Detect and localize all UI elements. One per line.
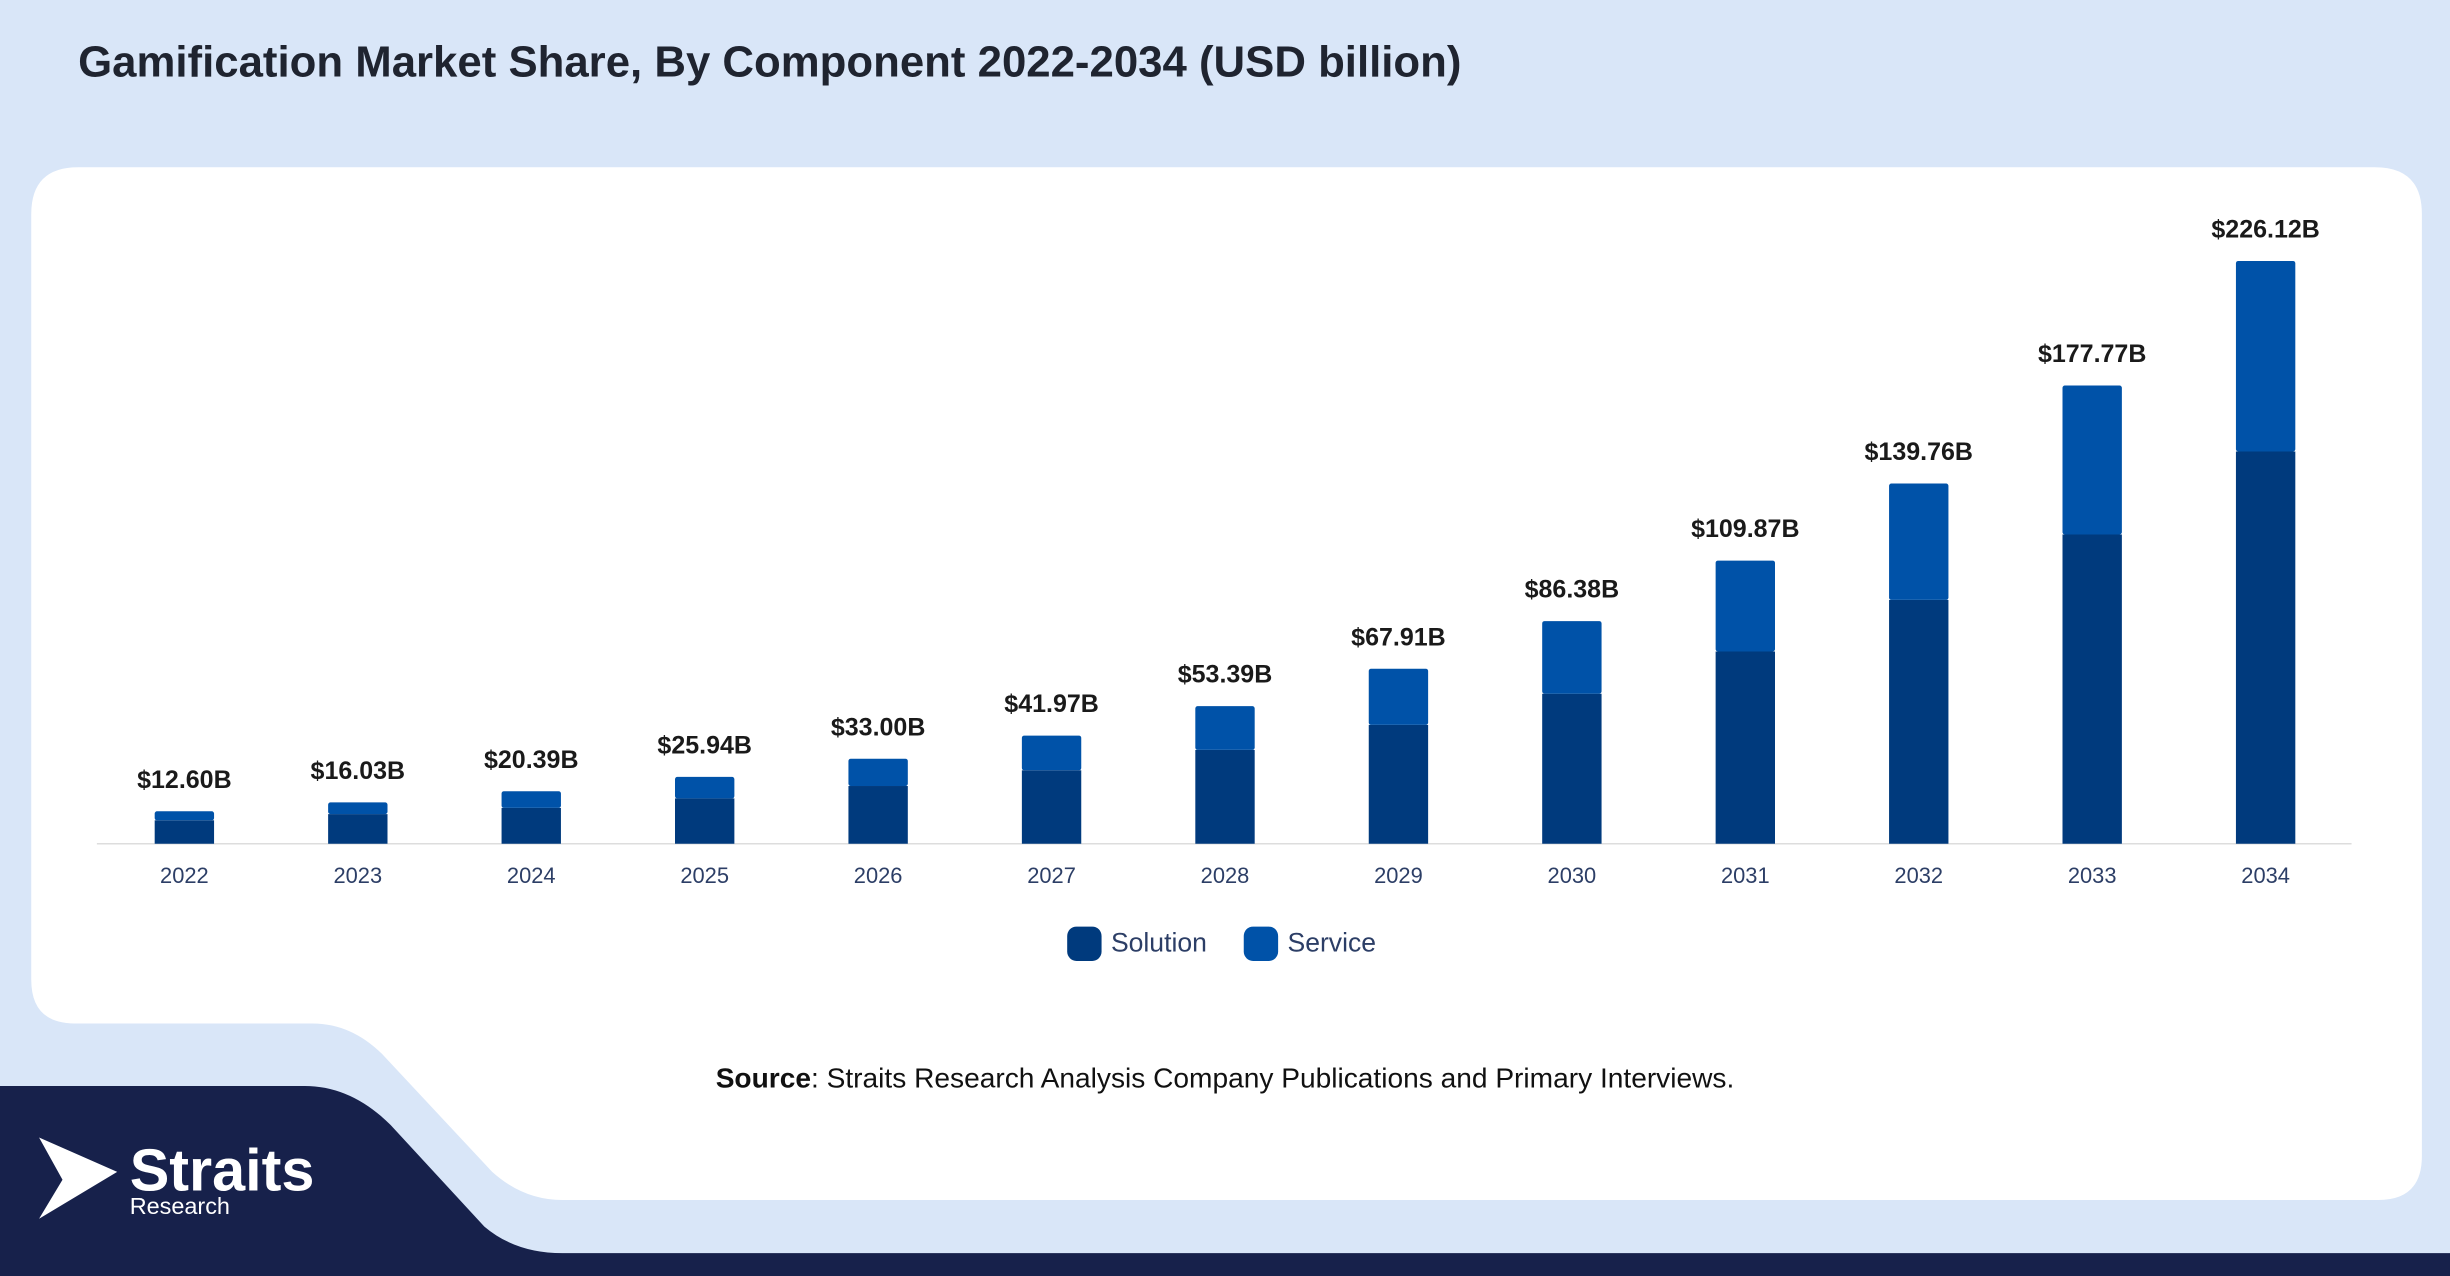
x-tick-label: 2029 <box>1374 863 1423 888</box>
x-tick-label: 2031 <box>1721 863 1770 888</box>
total-label: $67.91B <box>1351 623 1446 651</box>
bar-segment <box>2235 451 2296 844</box>
x-tick-label: 2030 <box>1548 863 1597 888</box>
total-label: $177.77B <box>2038 340 2146 368</box>
bar-segment <box>1195 706 1255 750</box>
total-label: $109.87B <box>1691 515 1799 543</box>
x-tick-label: 2033 <box>2068 863 2117 888</box>
bar-segment <box>1889 483 1949 600</box>
bar-segment <box>1715 651 1775 844</box>
bar-segment <box>1715 560 1775 652</box>
logo-name: Straits <box>130 1137 315 1204</box>
bar-segment <box>328 814 388 844</box>
x-tick-label: 2028 <box>1201 863 1250 888</box>
bar-segment <box>1368 724 1429 844</box>
x-tick-label: 2026 <box>854 863 903 888</box>
x-tick-label: 2034 <box>2241 863 2290 888</box>
bar-segment <box>848 758 908 787</box>
card <box>31 167 2422 1200</box>
bar-segment <box>2062 534 2122 844</box>
bar-segment <box>1368 668 1429 725</box>
bar-segment <box>501 791 561 808</box>
total-label: $25.94B <box>657 731 752 759</box>
logo-sub: Research <box>130 1193 230 1219</box>
legend-label: Service <box>1288 928 1377 958</box>
legend-swatch <box>1067 926 1102 961</box>
total-label: $226.12B <box>2211 216 2319 244</box>
x-tick-label: 2023 <box>333 863 382 888</box>
total-label: $20.39B <box>484 746 579 774</box>
x-tick-label: 2022 <box>160 863 209 888</box>
x-tick-label: 2025 <box>680 863 729 888</box>
bar-segment <box>675 776 735 799</box>
total-label: $41.97B <box>1004 690 1099 718</box>
bar-segment <box>328 802 388 815</box>
source-text: : Straits Research Analysis Company Publ… <box>811 1063 1734 1094</box>
source-label: Source <box>716 1063 811 1094</box>
x-tick-label: 2032 <box>1894 863 1943 888</box>
legend-label: Solution <box>1111 928 1207 958</box>
logo-icon <box>39 1137 118 1219</box>
bar-segment <box>501 807 561 844</box>
total-label: $53.39B <box>1178 661 1273 689</box>
bar-segment <box>2235 260 2296 452</box>
bar-segment <box>2062 385 2122 535</box>
bar-segment <box>154 820 215 844</box>
bar-segment <box>1021 770 1082 844</box>
bar-segment <box>154 811 215 821</box>
total-label: $12.60B <box>137 766 232 794</box>
bar-segment <box>848 786 908 844</box>
bar-segment <box>1195 749 1255 844</box>
x-tick-label: 2027 <box>1027 863 1076 888</box>
bar-segment <box>1542 693 1602 844</box>
x-tick-label: 2024 <box>507 863 556 888</box>
bar-segment <box>1889 599 1949 844</box>
bar-segment <box>1021 735 1082 771</box>
source: Source: Straits Research Analysis Compan… <box>716 1063 1735 1094</box>
legend-swatch <box>1243 926 1279 961</box>
chart-title: Gamification Market Share, By Component … <box>78 38 1461 87</box>
total-label: $139.76B <box>1865 438 1973 466</box>
footer-band <box>0 1085 2450 1276</box>
total-label: $33.00B <box>831 713 926 741</box>
bar-segment <box>675 798 735 844</box>
total-label: $16.03B <box>311 757 406 785</box>
total-label: $86.38B <box>1525 576 1620 604</box>
bar-segment <box>1542 621 1602 694</box>
